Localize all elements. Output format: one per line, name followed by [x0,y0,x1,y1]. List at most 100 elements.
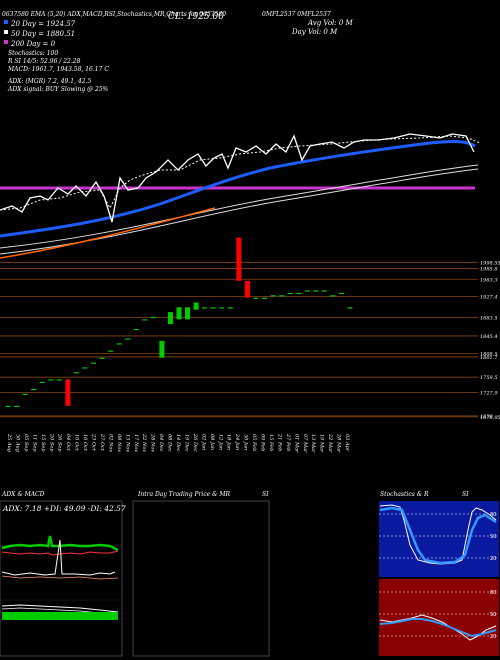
date-tick-label: 08 Jan [209,434,215,450]
intra-panel-si: SI [262,491,269,498]
candle [116,343,122,345]
adx-plus-di-line [1,535,119,552]
date-tick-label: 24 Jan [234,433,240,450]
stoch-tick-80: 80 [490,512,496,518]
ma200-swatch [4,40,8,44]
date-tick-label: 02 Nov [107,434,113,452]
date-tick-label: 30 Jan [243,434,249,450]
date-tick-label: 14 Dec [175,434,181,452]
price-close-line [0,133,475,223]
legend-ma20: 20 Day = 1924.57 [10,20,76,28]
date-tick-label: 13 Mar [310,434,316,453]
price-level-label: 1801.7 [480,355,498,361]
candle [219,307,225,309]
price-level-label: 1808.5 [480,352,498,358]
stoch-d-line [379,506,497,565]
header-title-right: 0MFL2537 0MFL2537 [262,11,331,18]
date-tick-label: 08 Dec [167,434,173,452]
date-tick-label: 27 Oct [99,433,105,452]
legend-adx-signal: ADX signal: BUY Slowing @ 25% [7,86,109,93]
adx-minus-di-line [1,550,119,556]
date-tick-label: 28 Nov [150,433,156,452]
candle [65,379,71,406]
date-axis: 25 Aug 30 Aug 05 Sep 11 Sep 15 Sep 20 Sep 26 S… [6,433,350,453]
candle [296,292,302,295]
date-tick-label: 08 Nov [116,434,122,452]
candle [202,307,208,309]
ma50-upper-line [0,164,479,249]
candle [253,297,259,299]
macd-line [1,604,119,613]
date-tick-label: 17 Nov [133,434,139,452]
price-level-label: 1963.3 [480,277,498,283]
moving-averages [0,133,481,259]
date-tick-label: 18 Jan [226,434,232,450]
candle [142,319,148,321]
candle [82,367,88,369]
date-tick-label: 16 Oct [82,434,88,452]
price-level-label: 1985.8 [480,266,498,272]
candle [262,297,267,299]
date-tick-label: 07 Mar [302,434,308,453]
date-tick-label: 19 Dec [183,434,189,452]
candles [5,237,353,407]
candle [5,405,11,407]
candle [48,379,54,381]
candle [91,362,96,364]
legend-ma200: 200 Day = 0 [10,40,56,48]
date-tick-label: 04 Dec [158,434,164,452]
candle [176,307,182,320]
candle [31,388,37,391]
candle [56,379,62,381]
price-dotted-line [0,135,481,211]
ma20-swatch [4,20,8,24]
candle [39,381,45,383]
day-vol: Day Vol: 0 M [291,28,338,36]
date-tick-label: 10 Oct [74,434,80,452]
adx-panel [0,500,123,657]
legend-rsi: R SI 14/5: 52.96 / 22.28 [7,58,81,65]
candle [347,307,353,309]
date-tick-label: 20 Sep [48,433,54,452]
date-tick-label: 21 Feb [276,433,282,451]
date-tick-label: 12 Jan [217,434,223,450]
date-tick-label: 03 Apr [344,434,350,452]
adx-panel-title: ADX & MACD [1,491,45,498]
date-tick-label: 27 Feb [285,433,291,451]
candle [321,290,327,292]
adx-values: ADX: 7.18 +DI: 49.09 -DI: 42.57 [2,504,126,513]
candle [330,295,336,297]
legend-adx: ADX: (MGR) 7.2, 49.1, 42.5 [7,78,91,85]
candle [125,338,131,340]
candle [14,405,20,407]
date-tick-label: 26 Sep [57,433,63,452]
date-tick-label: 11 Sep [31,434,37,452]
stoch-panel-si: SI [462,491,469,498]
date-tick-label: 15 Sep [40,434,46,452]
stoch-panel [379,501,499,577]
stoch-grid [379,513,499,559]
rsi-signal-line [379,618,497,638]
adx-line [1,539,116,576]
date-tick-label: 15 Feb [268,434,274,451]
price-level-label: 1759.5 [480,375,498,381]
candle [210,307,216,309]
candle [167,312,173,325]
candle [279,295,285,297]
header-title: 0637580 EMA (5,20) ADX,MACD,RSI,Stochast… [2,11,226,18]
date-tick-label: 22 Mar [327,433,333,453]
date-tick-label: 05 Feb [251,434,257,451]
rsi-tick-50: 50 [490,612,496,618]
candle [244,280,250,298]
date-tick-label: 02 Jan [200,434,206,450]
price-level-label: 1845.4 [480,334,498,340]
candle [227,307,233,309]
price-level-label: 1883.5 [480,316,498,322]
candle [236,237,242,281]
candle [287,292,293,295]
date-tick-label: 04 Oct [65,434,71,452]
candle [338,292,344,295]
candle [185,307,191,320]
candle [313,290,319,292]
